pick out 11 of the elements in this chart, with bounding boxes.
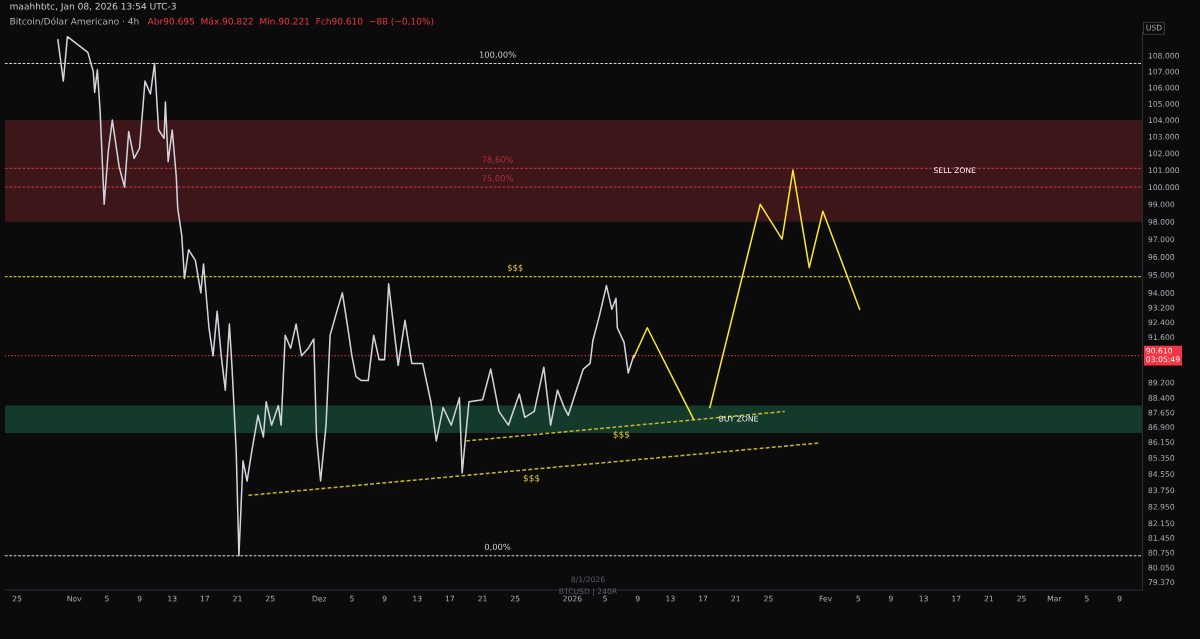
annotation: $$$	[523, 474, 540, 483]
annotation: 100,00%	[479, 51, 516, 59]
chart-subtitle: Abr90.695 Máx.90.822 Mín.90.221 Fch90.610 −88 (−0,10%)	[147, 17, 434, 26]
annotation: 75,00%	[482, 175, 513, 183]
chart-title: Bitcoin/Dólar Americano · 4h	[10, 17, 139, 26]
annotation: $$$	[507, 264, 523, 272]
line-series	[709, 169, 861, 409]
text: maahhbtc, Jan 08, 2026 13:54 UTC-3	[10, 2, 176, 12]
annotation: 78,60%	[482, 156, 513, 164]
annotation: $$$	[613, 430, 630, 439]
annotation: 0,00%	[484, 543, 511, 551]
